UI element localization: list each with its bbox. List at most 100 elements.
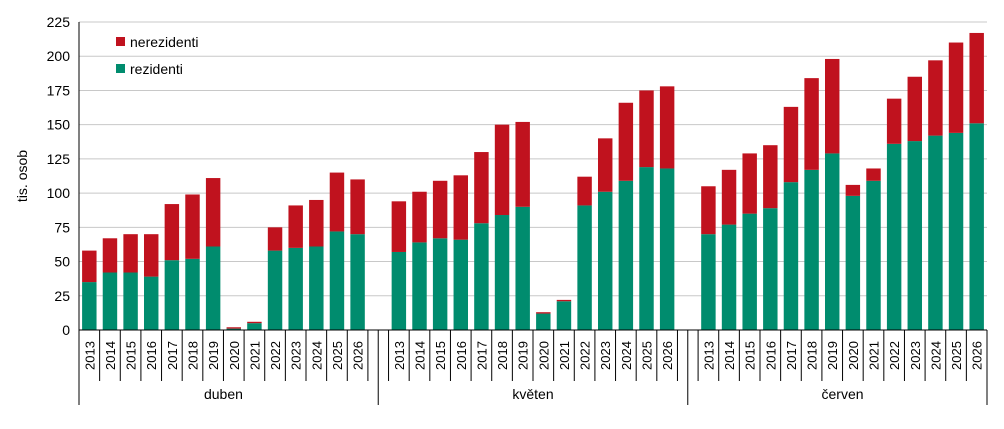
bar-nerezidenti: [226, 327, 241, 329]
bar-rezidenti: [556, 301, 572, 330]
bar-nerezidenti: [536, 312, 551, 314]
bar-rezidenti: [886, 143, 902, 330]
x-tick-label: 2026: [660, 341, 675, 370]
bar-rezidenti: [804, 169, 819, 330]
bar-nerezidenti: [350, 179, 365, 235]
bar-nerezidenti: [577, 176, 592, 206]
bar-nerezidenti: [309, 199, 324, 247]
x-tick-label: 2026: [351, 341, 366, 370]
bar-nerezidenti: [639, 90, 654, 168]
bar-rezidenti: [598, 191, 613, 330]
y-tick-label: 0: [62, 322, 70, 338]
x-tick-label: 2020: [536, 341, 551, 370]
bar-rezidenti: [948, 132, 964, 330]
bar-nerezidenti: [866, 168, 881, 181]
bar-nerezidenti: [886, 98, 902, 144]
bar-nerezidenti: [474, 152, 489, 224]
bar-nerezidenti: [804, 78, 819, 170]
bars: [82, 32, 984, 330]
axes: [78, 22, 988, 405]
x-tick-label: 2015: [433, 341, 448, 370]
bar-rezidenti: [185, 258, 200, 330]
bar-rezidenti: [721, 224, 737, 330]
bar-rezidenti: [205, 246, 221, 330]
bar-nerezidenti: [721, 169, 737, 225]
x-tick-label: 2019: [206, 341, 221, 370]
x-tick-label: 2026: [970, 341, 985, 370]
bar-rezidenti: [515, 206, 530, 330]
bar-rezidenti: [783, 182, 799, 330]
bar-rezidenti: [536, 313, 551, 330]
x-tick-label: 2019: [825, 341, 840, 370]
x-tick-label: 2018: [805, 341, 820, 370]
y-tick-label: 150: [47, 117, 71, 133]
y-tick-label: 25: [54, 288, 70, 304]
bar-rezidenti: [928, 135, 943, 330]
bar-nerezidenti: [845, 184, 861, 196]
x-tick-label: 2015: [743, 341, 758, 370]
y-tick-label: 175: [47, 82, 71, 98]
bar-rezidenti: [432, 238, 448, 330]
x-tick-label: 2024: [619, 341, 634, 370]
y-tick-label: 100: [47, 185, 71, 201]
bar-rezidenti: [659, 168, 675, 330]
bar-nerezidenti: [82, 250, 97, 283]
bar-rezidenti: [329, 231, 345, 330]
bar-nerezidenti: [164, 204, 180, 261]
legend-label-nerezidenti: nerezidenti: [130, 34, 199, 50]
x-tick-label: 2019: [516, 341, 531, 370]
bar-nerezidenti: [515, 121, 530, 207]
x-tick-label: 2014: [722, 341, 737, 370]
bar-rezidenti: [412, 242, 427, 330]
bar-nerezidenti: [412, 191, 427, 243]
bar-nerezidenti: [391, 201, 407, 252]
bar-nerezidenti: [825, 58, 840, 154]
x-tick-label: 2014: [413, 341, 428, 370]
bar-nerezidenti: [598, 138, 613, 192]
y-tick-label: 50: [54, 254, 70, 270]
bar-rezidenti: [144, 276, 159, 330]
bar-rezidenti: [866, 180, 881, 330]
x-tick-label: 2016: [144, 341, 159, 370]
bar-nerezidenti: [123, 234, 138, 273]
x-tick-label: 2022: [578, 341, 593, 370]
bar-nerezidenti: [453, 175, 468, 240]
bar-rezidenti: [350, 234, 365, 330]
gridlines: [79, 21, 987, 297]
bar-rezidenti: [391, 251, 407, 330]
bar-rezidenti: [969, 123, 984, 330]
bar-rezidenti: [164, 260, 180, 330]
x-tick-label: 2015: [124, 341, 139, 370]
bar-nerezidenti: [185, 194, 200, 259]
x-tick-label: 2022: [887, 341, 902, 370]
bar-rezidenti: [453, 239, 468, 330]
x-tick-label: 2013: [392, 341, 407, 370]
bar-nerezidenti: [742, 153, 757, 214]
x-tick-label: 2021: [247, 341, 262, 370]
bar-rezidenti: [309, 246, 324, 330]
bar-nerezidenti: [701, 186, 716, 235]
bar-rezidenti: [577, 205, 592, 330]
bar-rezidenti: [247, 323, 262, 330]
x-tick-label: 2016: [763, 341, 778, 370]
group-labels: duben květen červen: [204, 386, 864, 402]
bar-nerezidenti: [659, 86, 675, 169]
bar-rezidenti: [82, 282, 97, 330]
group-label: červen: [822, 386, 864, 402]
bar-rezidenti: [494, 215, 510, 330]
bar-nerezidenti: [618, 102, 634, 181]
bar-nerezidenti: [432, 180, 448, 239]
y-tick-labels: 0 25 50 75 100 125 150 175 200 225: [47, 14, 71, 338]
bar-rezidenti: [102, 272, 118, 330]
x-tick-label: 2018: [186, 341, 201, 370]
x-tick-label: 2024: [309, 341, 324, 370]
bar-rezidenti: [267, 250, 283, 330]
bar-nerezidenti: [907, 76, 922, 142]
x-tick-label: 2025: [330, 341, 345, 370]
bar-nerezidenti: [783, 106, 799, 183]
x-tick-label: 2021: [557, 341, 572, 370]
x-tick-label: 2013: [701, 341, 716, 370]
x-tick-label: 2025: [949, 341, 964, 370]
